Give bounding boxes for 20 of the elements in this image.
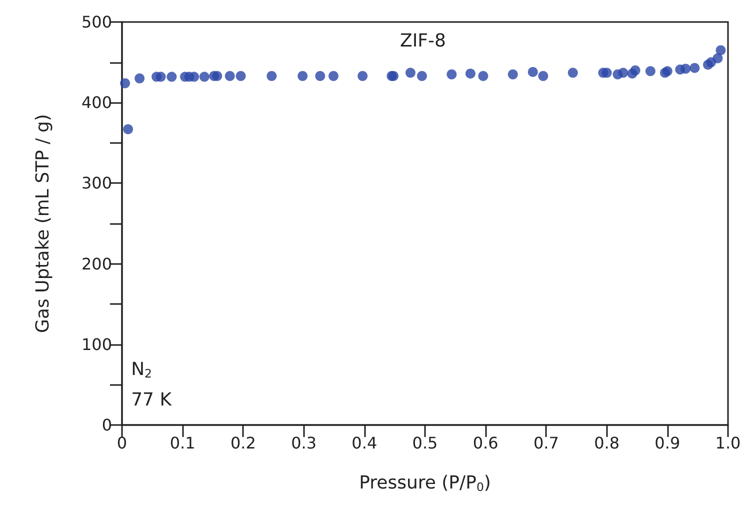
x-tick-label: 0.1 [170,434,196,452]
y-tick-label: 500 [81,12,112,32]
x-tick-label: 0 [116,434,128,452]
annotation: 77 K [131,389,173,410]
x-tick-label: 0.8 [594,434,620,452]
y-tick-label: 400 [81,93,112,112]
x-tick-label: 0.3 [291,434,317,452]
x-tick-label: 0.2 [230,434,256,452]
annotation: ZIF-8 [400,30,446,52]
x-tick-label: 0.4 [352,434,378,452]
x-tick-label: 0.5 [412,434,438,452]
y-axis-title: Gas Uptake (mL STP / g) [32,114,54,333]
y-tick-label: 0 [102,416,112,434]
x-tick-label: 0.6 [472,434,498,452]
y-tick-label: 300 [81,174,112,193]
x-tick-label: 0.9 [654,434,680,452]
y-tick-label: 100 [81,334,112,354]
x-tick-label: 1.0 [715,434,741,452]
y-tick-label: 200 [81,254,112,274]
x-tick-label: 0.7 [533,434,559,452]
